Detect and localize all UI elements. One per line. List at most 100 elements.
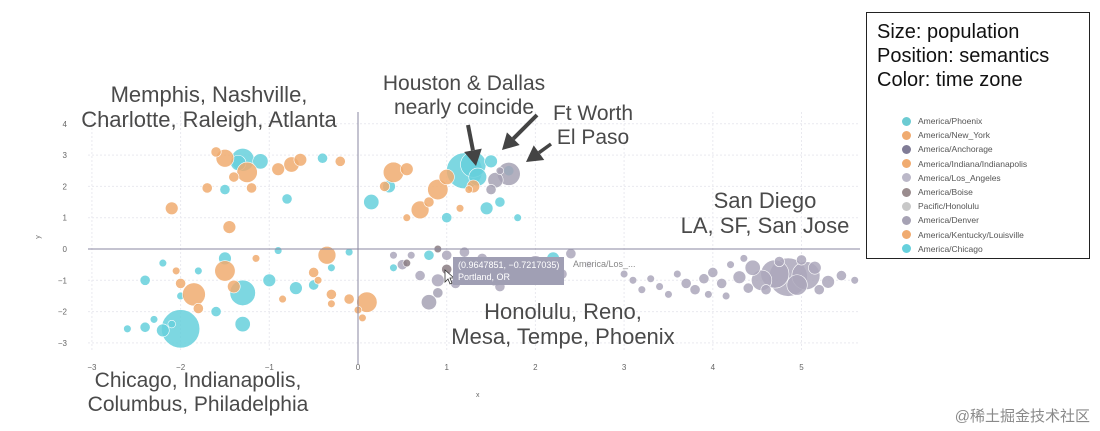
data-point	[423, 196, 435, 208]
data-point	[389, 251, 398, 260]
legend-item[interactable]: America/Los_Angeles	[902, 171, 1027, 185]
data-point	[289, 281, 303, 295]
legend-color-swatch	[902, 144, 911, 154]
legend-item[interactable]: Pacific/Honolulu	[902, 199, 1027, 213]
data-point	[479, 201, 494, 216]
data-point	[400, 162, 414, 176]
data-point	[252, 153, 269, 170]
x-tick-label: −1	[265, 363, 275, 372]
legend-color-swatch	[902, 187, 911, 197]
data-point	[327, 263, 336, 272]
data-point	[423, 249, 435, 261]
legend-item[interactable]: America/Denver	[902, 213, 1027, 227]
tooltip-city: Portland, OR	[458, 272, 511, 282]
data-point	[313, 276, 323, 285]
data-point	[222, 220, 237, 234]
annotation-houston-dallas: Houston & Dallas nearly coincide	[382, 72, 546, 119]
y-tick-label: 4	[63, 120, 68, 129]
annotation-chicago: Chicago, Indianapolis, Columbus, Philade…	[87, 369, 309, 416]
legend-color-swatch	[902, 130, 911, 140]
legend-color-swatch	[902, 244, 911, 254]
legend-item[interactable]: America/Indiana/Indianapolis	[902, 157, 1027, 171]
annotation-arrows	[444, 113, 553, 285]
data-point	[402, 258, 411, 268]
x-tick-label: 4	[711, 363, 716, 372]
data-point	[407, 251, 416, 260]
data-point	[149, 315, 159, 324]
y-tick-label: −1	[58, 276, 68, 285]
data-point	[427, 178, 449, 201]
data-point	[432, 287, 444, 299]
data-point	[262, 273, 276, 287]
data-point	[210, 306, 222, 318]
legend-label: Pacific/Honolulu	[918, 201, 979, 212]
data-point	[363, 194, 380, 211]
data-point	[402, 213, 411, 222]
data-point	[356, 291, 378, 313]
key-position: Position: semantics	[877, 45, 1050, 67]
data-point	[821, 275, 835, 289]
legend-item[interactable]: America/Chicago	[902, 242, 1027, 256]
data-point	[293, 153, 308, 167]
data-point	[565, 248, 577, 260]
legend-label: America/Chicago	[918, 243, 983, 254]
y-tick-label: 2	[63, 182, 68, 191]
data-point	[813, 284, 825, 296]
data-point	[760, 284, 772, 296]
data-point	[484, 154, 498, 169]
data-point	[201, 182, 213, 194]
annotation-arrow-shaft	[537, 142, 553, 155]
data-point	[281, 193, 293, 205]
data-point	[317, 245, 337, 265]
data-point	[182, 282, 206, 307]
annotation-memphis: Memphis, Nashville, Charlotte, Raleigh, …	[81, 82, 337, 132]
data-point	[739, 254, 748, 263]
data-point	[646, 274, 655, 283]
legend-item[interactable]: America/Phoenix	[902, 114, 1027, 128]
data-point	[379, 180, 391, 192]
y-tick-label: 0	[63, 245, 68, 254]
data-point	[251, 254, 261, 263]
data-point	[167, 319, 176, 329]
legend-item[interactable]: America/Anchorage	[902, 142, 1027, 156]
x-tick-label: 5	[799, 363, 804, 372]
data-point	[698, 273, 710, 285]
data-point	[664, 290, 673, 299]
scatter-points	[123, 146, 859, 349]
data-point	[325, 288, 337, 300]
legend-color-swatch	[902, 230, 911, 240]
data-point	[438, 169, 455, 185]
legend-items: America/Phoenix America/New_York America/A…	[902, 114, 1027, 256]
annotation-san-diego: San Diego LA, SF, San Jose	[680, 188, 850, 238]
data-point	[123, 324, 132, 333]
data-point	[721, 291, 731, 301]
data-point	[139, 321, 151, 333]
data-point	[358, 313, 367, 322]
legend-label: America/Kentucky/Louisville	[918, 229, 1024, 240]
data-point	[414, 270, 426, 282]
annotation-arrow-head	[502, 132, 520, 150]
data-point	[732, 270, 747, 284]
legend-label: America/Anchorage	[918, 144, 993, 155]
data-point	[689, 284, 701, 296]
legend-item[interactable]: America/Kentucky/Louisville	[902, 228, 1027, 242]
data-point	[175, 278, 187, 289]
data-point	[271, 162, 285, 176]
data-point	[773, 256, 785, 267]
data-point	[382, 161, 405, 183]
data-point	[455, 204, 465, 213]
legend-item[interactable]: America/New_York	[902, 128, 1027, 142]
x-tick-label: 3	[622, 363, 627, 372]
key-size: Size: population	[877, 21, 1020, 43]
data-point	[214, 260, 236, 282]
legend-color-swatch	[902, 173, 911, 183]
data-point	[278, 294, 287, 304]
data-point	[707, 267, 719, 278]
data-point	[192, 303, 204, 314]
y-tick-label: 3	[63, 151, 68, 160]
x-tick-label: 0	[356, 363, 361, 372]
legend-label: America/Los_Angeles	[918, 172, 1001, 183]
data-point	[850, 276, 859, 285]
x-tick-label: −3	[87, 363, 97, 372]
legend-item[interactable]: America/Boise	[902, 185, 1027, 199]
